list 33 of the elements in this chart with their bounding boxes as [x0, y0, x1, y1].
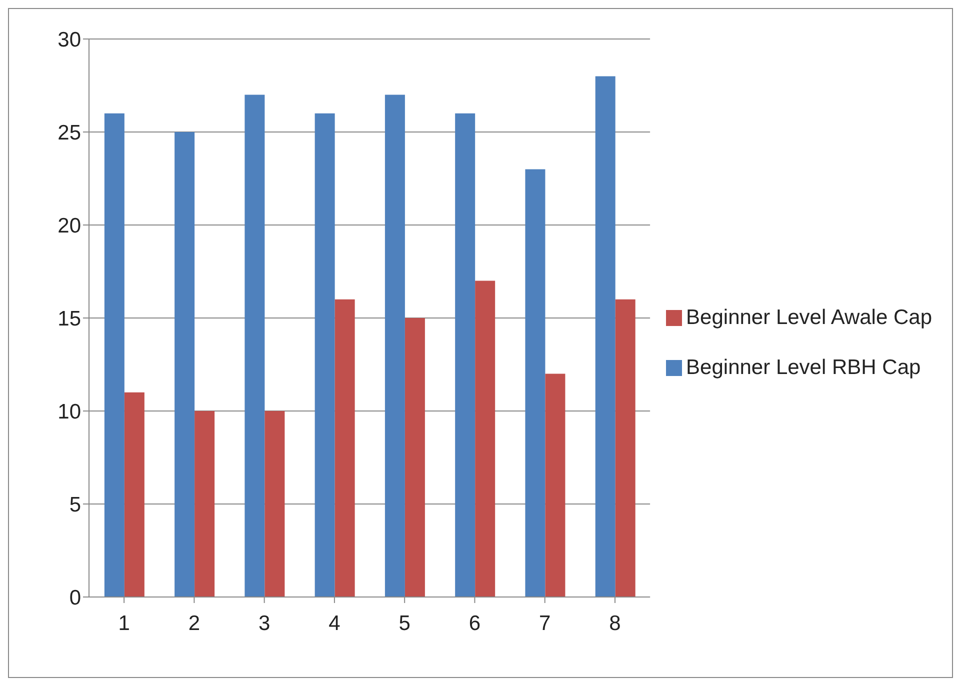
y-tick-label: 20 — [58, 214, 81, 238]
y-tick-label: 5 — [69, 493, 81, 516]
bar — [475, 280, 496, 597]
x-tick-label: 2 — [188, 612, 200, 635]
bar — [314, 113, 335, 597]
x-tick-label: 3 — [258, 612, 270, 635]
x-tick-label: 6 — [468, 612, 481, 635]
y-tick-label: 30 — [58, 28, 81, 52]
x-tick-label: 4 — [328, 612, 341, 635]
bar — [384, 94, 405, 597]
y-tick-label: 15 — [58, 307, 81, 330]
y-tick-label: 25 — [58, 121, 81, 144]
bar — [404, 318, 425, 597]
legend-label: Beginner Level RBH Cap — [686, 356, 921, 379]
bar — [455, 113, 476, 597]
y-tick-label: 0 — [69, 586, 81, 610]
x-tick-label: 1 — [118, 612, 130, 635]
bar — [264, 411, 285, 597]
bar — [124, 392, 144, 597]
x-tick-label: 8 — [609, 612, 621, 635]
bar — [595, 76, 616, 597]
x-tick-label: 7 — [539, 612, 551, 635]
bar — [104, 113, 124, 597]
bar — [334, 299, 355, 597]
x-tick-label: 5 — [398, 612, 410, 635]
bar — [545, 374, 566, 597]
bar — [615, 299, 636, 597]
legend-label: Beginner Level Awale Cap — [686, 306, 932, 329]
bar — [244, 94, 265, 597]
bar — [174, 132, 195, 597]
y-tick-label: 10 — [58, 400, 81, 424]
bar — [525, 169, 546, 597]
bar — [194, 411, 215, 597]
